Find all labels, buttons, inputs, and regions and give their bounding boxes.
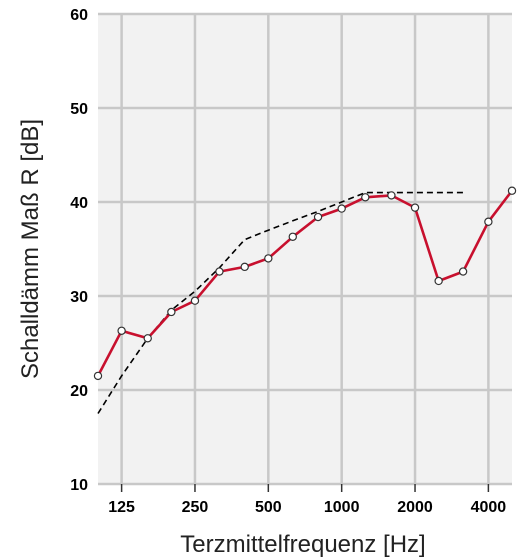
- x-tick-1000: 1000: [324, 499, 360, 516]
- measured-point: [361, 193, 370, 202]
- measured-point: [507, 186, 517, 195]
- y-tick-40: 40: [70, 195, 88, 212]
- y-tick-50: 50: [70, 101, 88, 118]
- x-tick-125: 125: [108, 499, 135, 516]
- measured-point: [117, 326, 126, 335]
- measured-point: [264, 254, 273, 263]
- y-tick-30: 30: [70, 289, 88, 306]
- y-tick-20: 20: [70, 383, 88, 400]
- measured-point: [410, 203, 420, 212]
- measured-point: [458, 267, 468, 276]
- measured-point: [313, 212, 323, 222]
- measured-point: [190, 296, 200, 305]
- measured-point: [215, 267, 224, 276]
- measured-point: [288, 232, 297, 241]
- measured-point: [434, 276, 443, 286]
- measured-point: [167, 307, 176, 317]
- y-axis-label: Schalldämm Maß R [dB]: [17, 119, 44, 379]
- y-tick-10: 10: [70, 477, 88, 494]
- x-axis-label: Terzmittelfrequenz [Hz]: [180, 531, 425, 558]
- x-tick-250: 250: [182, 499, 209, 516]
- measured-curve: [96, 189, 514, 377]
- y-tick-60: 60: [70, 7, 88, 24]
- x-tick-2000: 2000: [397, 499, 433, 516]
- plot-background: [98, 14, 512, 484]
- measured-point: [240, 262, 249, 272]
- measured-point: [93, 371, 103, 381]
- measured-point: [143, 334, 152, 343]
- x-tick-500: 500: [255, 499, 282, 516]
- series-layer: [93, 186, 517, 414]
- measured-point: [484, 217, 493, 226]
- x-tick-4000: 4000: [471, 499, 507, 516]
- measured-point: [387, 191, 396, 200]
- x-tick-labels: 125 250 500 1000 2000 4000: [108, 499, 506, 516]
- y-tick-labels: 10 20 30 40 50 60: [70, 7, 88, 494]
- measured-point: [337, 204, 346, 213]
- grid: [98, 12, 512, 492]
